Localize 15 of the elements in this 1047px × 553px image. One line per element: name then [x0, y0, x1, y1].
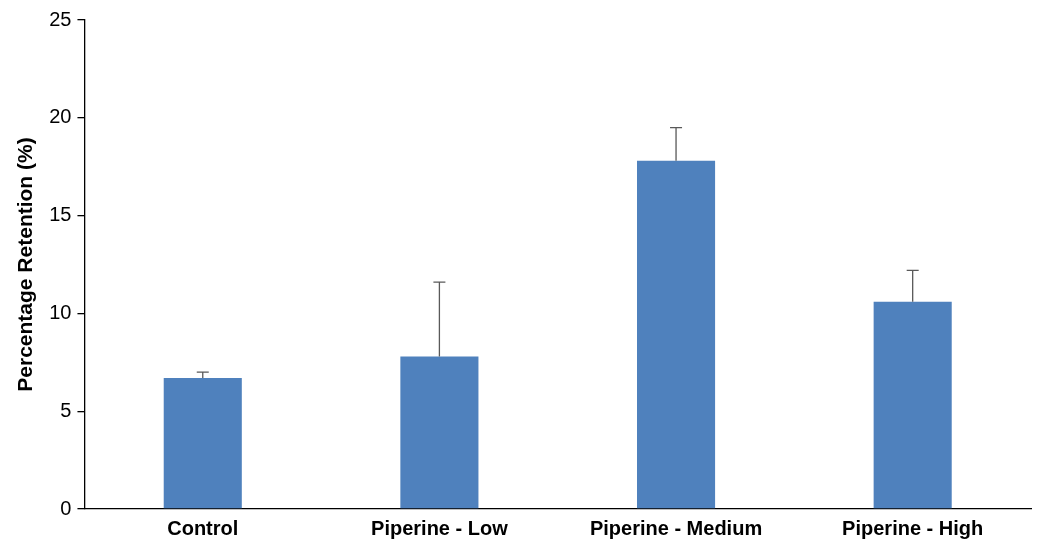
x-tick-label: Control — [167, 516, 239, 539]
y-tick-label: 15 — [49, 203, 72, 226]
bar — [163, 377, 242, 509]
y-tick-label: 25 — [49, 7, 72, 30]
bar — [400, 356, 479, 509]
x-tick-label: Piperine - Low — [371, 516, 509, 539]
x-tick-label: Piperine - High — [842, 516, 984, 539]
y-tick-label: 5 — [60, 398, 72, 421]
y-tick-label: 0 — [60, 496, 72, 519]
bar — [873, 301, 952, 509]
y-axis-title: Percentage Retention (%) — [13, 137, 37, 392]
x-tick-label: Piperine - Medium — [589, 516, 763, 539]
y-tick-label: 20 — [49, 105, 72, 128]
bar — [637, 160, 716, 509]
y-tick-label: 10 — [49, 300, 72, 323]
